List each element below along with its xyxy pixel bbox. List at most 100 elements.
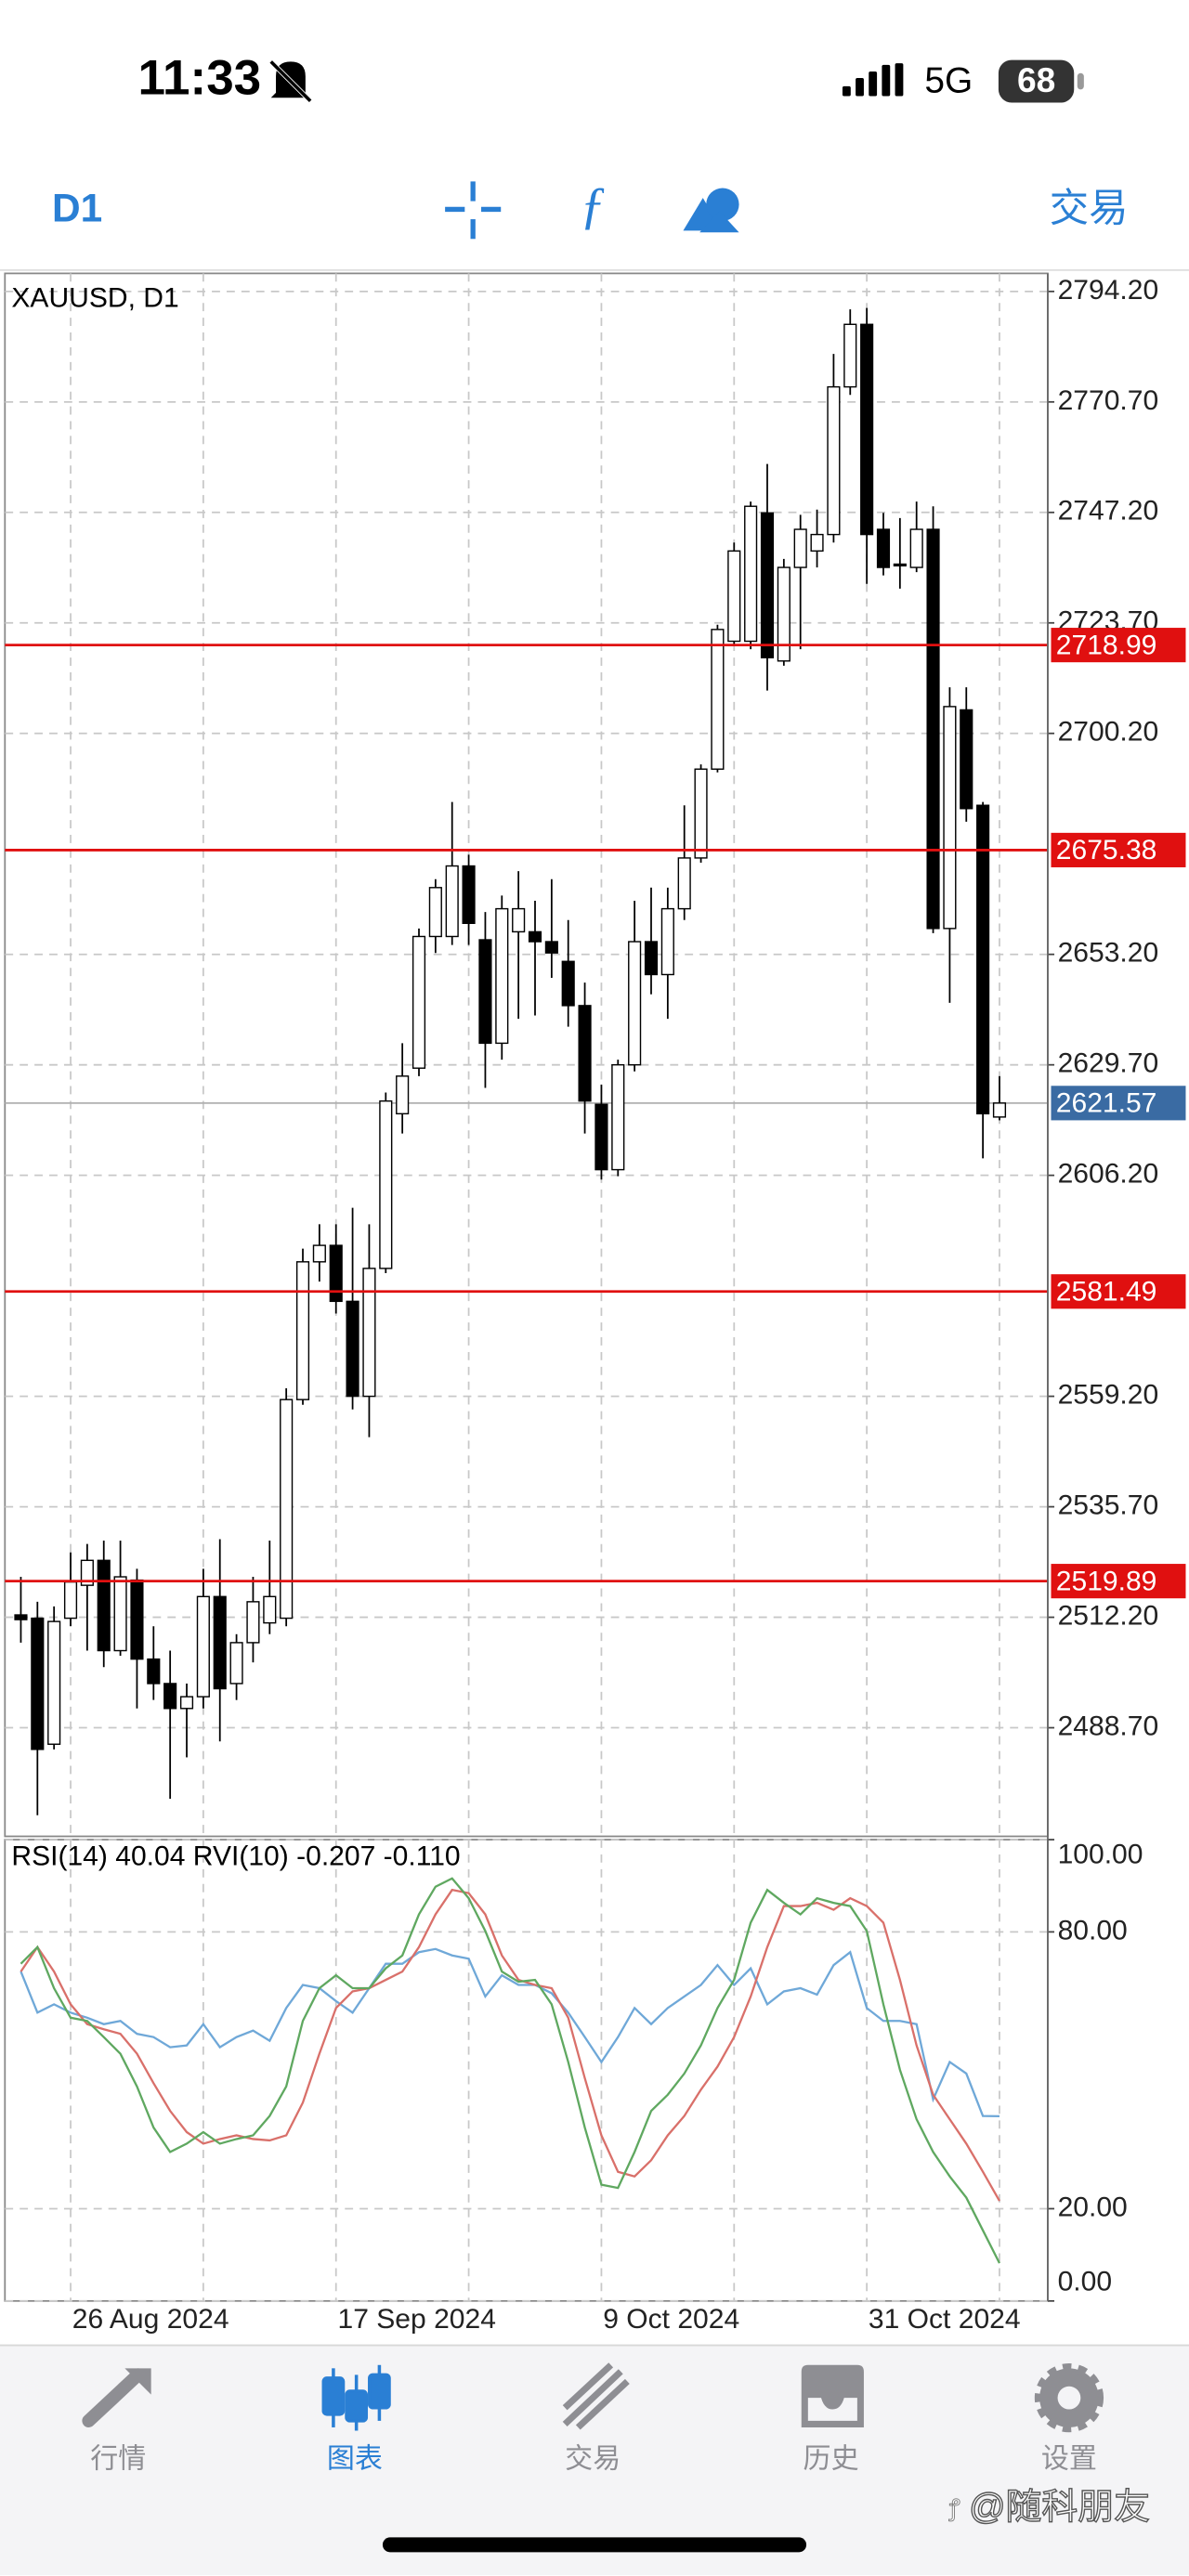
candle-body [810,533,824,553]
tab-label[interactable]: 设置 [1041,2443,1097,2474]
x-tick-label: 26 Aug 2024 [72,2304,229,2335]
indicators-button[interactable]: ƒ [580,177,606,235]
level-label-box [1051,832,1186,867]
candle-body [528,930,542,943]
indicator-line [20,1947,1000,2118]
y-tick-label: 2629.70 [1058,1048,1159,1079]
history-icon[interactable] [801,2364,864,2427]
current-price-label-box [1051,1086,1186,1121]
objects-button[interactable] [683,188,739,233]
candle-body [893,563,907,566]
level-label-box [1051,628,1186,663]
candle-body [14,1614,28,1620]
candle-body [777,566,790,662]
candle-body [396,1075,410,1115]
candle-body [113,1576,127,1652]
current-price-label: 2621.57 [1056,1088,1157,1119]
y-tick-label: 2606.20 [1058,1159,1159,1190]
candle-body [147,1658,161,1685]
candle-body [295,1261,310,1400]
candle-body [312,1244,326,1263]
level-label: 2581.49 [1056,1276,1157,1307]
battery [998,59,1075,103]
trade-icon[interactable] [562,2362,630,2430]
crosshair-button[interactable] [445,181,502,240]
candle-body [992,1102,1007,1118]
level-label-box [1051,1564,1186,1599]
candle-body [47,1620,61,1745]
candle-body [280,1399,294,1620]
network-label: 5G [924,61,973,101]
candle-body [744,505,758,643]
settings-icon[interactable] [1034,2363,1104,2433]
timeframe-button[interactable]: D1 [52,186,102,229]
candle-body [130,1579,144,1660]
candle-body [213,1595,227,1690]
candle-body [909,528,923,568]
candle-body [445,865,459,938]
indicator-panel [4,1839,1049,2302]
trade-button[interactable]: 交易 [1050,186,1129,229]
indicator-line [20,1888,1000,2202]
level-label: 2718.99 [1056,630,1157,660]
y-tick-label: 2700.20 [1058,717,1159,748]
battery-level: 68 [1017,60,1055,99]
battery-tip [1077,72,1084,90]
y-tick-label: 2794.20 [1058,275,1159,306]
candle-body [760,512,775,658]
candle-body [827,385,841,536]
candle-body [229,1642,243,1685]
candle-body [63,1581,78,1620]
candle-body [711,629,725,770]
y-tick-label: 100.00 [1058,1840,1143,1870]
tab-label[interactable]: 交易 [565,2443,621,2474]
candle-body [960,709,973,810]
candle-body [628,941,642,1066]
watermark: @随科朋友 [969,2488,1150,2528]
watermark-logo: ꝭ [948,2496,960,2521]
candle-body [512,907,526,933]
y-tick-label: 2535.70 [1058,1490,1159,1521]
candle-body [727,550,741,643]
chart-icon[interactable] [321,2364,391,2431]
candle-body [196,1595,210,1698]
y-tick-label: 2770.70 [1058,385,1159,416]
candle-body [412,935,426,1069]
candle-body [644,941,659,976]
indicator-line [20,1877,1001,2264]
tab-label[interactable]: 历史 [804,2443,859,2474]
y-tick-label: 2559.20 [1058,1380,1159,1411]
level-label: 2675.38 [1056,835,1157,865]
candle-body [660,907,674,976]
candle-body [594,1103,608,1171]
candle-body [346,1300,359,1398]
candle-body [943,706,957,930]
candle-body [379,1099,393,1269]
chart-title: XAUUSD, D1 [11,283,178,314]
candle-body [163,1683,177,1710]
candle-body [495,907,509,1045]
level-label-box [1051,1274,1186,1309]
tab-label[interactable]: 图表 [327,2443,383,2474]
candle-body [860,323,874,536]
y-tick-label: 2653.20 [1058,938,1159,969]
candle-body [976,804,990,1115]
candle-body [263,1595,277,1624]
signal-icon [842,63,904,97]
y-tick-label: 80.00 [1058,1915,1128,1945]
y-tick-label: 2747.20 [1058,496,1159,527]
candle-body [97,1559,111,1652]
x-tick-label: 17 Sep 2024 [337,2304,495,2335]
x-tick-label: 9 Oct 2024 [603,2304,739,2335]
status-time: 11:33 [138,51,262,106]
level-label: 2519.89 [1056,1566,1157,1596]
candle-body [362,1268,376,1398]
y-tick-label: 20.00 [1058,2192,1128,2222]
candle-body [80,1559,94,1586]
tab-label[interactable]: 行情 [90,2443,146,2474]
home-indicator [382,2537,807,2553]
main-panel [4,272,1049,1838]
candle-body [793,528,807,568]
indicator-title: RSI(14) 40.04 RVI(10) -0.207 -0.110 [11,1841,460,1871]
